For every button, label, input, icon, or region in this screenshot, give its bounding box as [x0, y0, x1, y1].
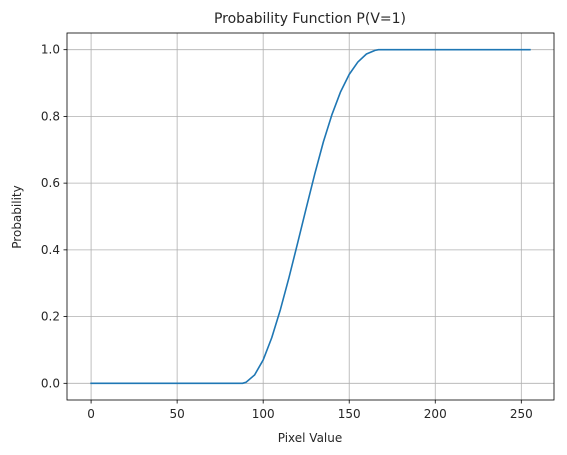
chart-title: Probability Function P(V=1)	[214, 11, 406, 27]
y-tick-label: 1.0	[41, 43, 60, 57]
x-tick-label: 0	[87, 407, 95, 421]
y-tick-label: 0.6	[41, 176, 60, 190]
plot-frame	[66, 32, 555, 401]
x-axis: 0 50 100 150 200 250	[87, 400, 533, 421]
plot-area	[67, 33, 554, 400]
grid	[67, 33, 554, 400]
x-tick-label: 50	[169, 407, 184, 421]
series-layer	[90, 48, 531, 385]
x-tick-label: 150	[338, 407, 361, 421]
y-tick-label: 0.8	[41, 109, 60, 123]
y-tick-label: 0.2	[41, 310, 60, 324]
series-line	[90, 48, 531, 385]
x-tick-label: 100	[252, 407, 275, 421]
x-tick-label: 250	[510, 407, 533, 421]
y-axis: 0.0 0.2 0.4 0.6 0.8 1.0	[41, 43, 67, 390]
x-tick-label: 200	[424, 407, 447, 421]
y-tick-label: 0.4	[41, 243, 60, 257]
y-tick-label: 0.0	[41, 376, 60, 390]
x-axis-label: Pixel Value	[278, 431, 343, 445]
y-axis-label: Probability	[10, 185, 24, 248]
